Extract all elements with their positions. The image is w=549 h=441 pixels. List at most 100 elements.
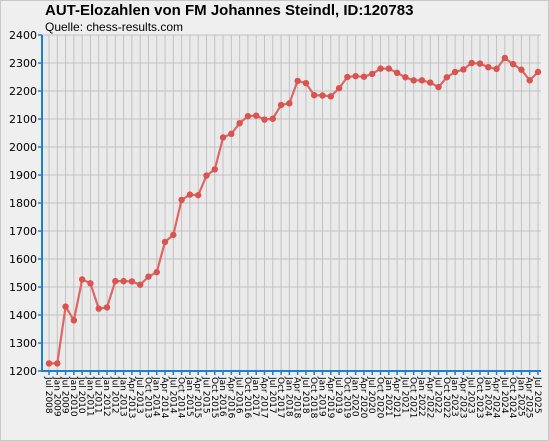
data-point <box>45 360 53 367</box>
data-point <box>493 65 500 73</box>
x-tick-label: Jul 2012 <box>109 376 119 414</box>
data-point <box>451 68 459 76</box>
x-tick-label: Oct 2023 <box>474 377 484 418</box>
x-tick-label: Jul 2024 <box>499 376 509 414</box>
x-tick-label: Jan 2011 <box>84 376 94 417</box>
data-point <box>485 63 492 71</box>
data-point <box>62 303 69 310</box>
x-tick-label: Jan 2024 <box>482 376 492 417</box>
data-point <box>509 60 517 68</box>
data-point <box>54 360 61 367</box>
x-tick-label: Jul 2011 <box>93 376 103 414</box>
x-tick-label: Jul 2022 <box>433 376 443 414</box>
y-tick-label: 2000 <box>9 141 37 154</box>
y-tick-label: 2100 <box>9 113 37 126</box>
x-tick-label: Jan 2023 <box>449 376 459 417</box>
data-point <box>460 66 467 73</box>
data-point <box>178 196 185 204</box>
y-tick-label: 2300 <box>9 57 37 70</box>
x-tick-label: Jan 2019 <box>317 376 327 417</box>
x-tick-label: Apr 2016 <box>225 377 235 419</box>
y-tick-label: 1600 <box>9 253 37 266</box>
x-tick-label: Apr 2024 <box>491 377 501 419</box>
data-point <box>153 268 160 276</box>
data-point <box>128 278 136 285</box>
data-point <box>335 85 343 92</box>
data-point <box>186 191 194 198</box>
data-point <box>393 69 401 77</box>
data-point <box>377 65 384 72</box>
data-point <box>360 73 368 80</box>
data-point <box>228 130 235 138</box>
data-point <box>402 74 409 81</box>
y-tick-label: 1900 <box>9 169 37 182</box>
y-tick-label: 1800 <box>9 197 37 210</box>
data-point <box>277 101 285 109</box>
y-tick-label: 1500 <box>9 281 37 294</box>
x-tick-label: Jan 2010 <box>68 376 78 417</box>
data-point <box>211 166 218 173</box>
x-tick-label: Oct 2017 <box>275 377 285 418</box>
data-point <box>170 231 177 239</box>
x-tick-label: Jul 2019 <box>333 376 343 414</box>
data-point <box>269 115 276 122</box>
y-tick-label: 1700 <box>9 225 37 238</box>
data-point <box>319 92 326 99</box>
data-point <box>145 273 152 280</box>
data-point <box>112 277 119 285</box>
data-point <box>501 54 509 62</box>
data-point <box>294 77 301 85</box>
x-tick-label: Apr 2019 <box>325 377 335 419</box>
x-tick-label: Oct 2024 <box>507 377 517 419</box>
data-point <box>410 77 417 84</box>
data-point <box>518 66 525 73</box>
x-tick-label: Jan 2016 <box>217 376 227 417</box>
x-tick-label: Jul 2014 <box>167 376 177 414</box>
x-tick-label: Jul 2016 <box>234 376 244 414</box>
x-tick-label: Jan 2025 <box>515 376 525 417</box>
data-point <box>87 280 94 287</box>
data-point <box>344 73 351 81</box>
data-point <box>70 317 78 324</box>
data-point <box>443 74 451 81</box>
x-tick-label: Jul 2015 <box>200 376 210 414</box>
x-tick-label: Jan 2013 <box>118 376 128 417</box>
x-tick-label: Jul 2023 <box>466 376 476 414</box>
data-point <box>103 304 111 311</box>
data-point <box>95 305 102 312</box>
x-tick-label: Jan 2009 <box>51 376 61 417</box>
data-point <box>476 60 484 67</box>
data-point <box>194 191 202 199</box>
data-point <box>352 72 359 80</box>
x-tick-label: Jul 2008 <box>43 376 53 414</box>
x-tick-label: Oct 2020 <box>375 377 385 419</box>
data-point <box>427 79 434 86</box>
data-point <box>219 134 227 141</box>
x-tick-label: Oct 2021 <box>408 377 418 418</box>
chart-title: AUT-Elozahlen von FM Johannes Steindl, I… <box>45 2 414 19</box>
data-point <box>161 238 169 246</box>
x-tick-label: Apr 2025 <box>524 377 534 418</box>
x-tick-label: Jul 2025 <box>532 376 542 414</box>
y-tick-label: 1300 <box>9 337 37 350</box>
x-tick-label: Apr 2018 <box>292 377 302 419</box>
x-tick-label: Jan 2012 <box>101 376 111 417</box>
x-tick-label: Jul 2021 <box>399 376 409 414</box>
data-point <box>385 65 393 72</box>
data-point <box>302 79 310 87</box>
data-point <box>435 83 442 91</box>
x-tick-label: Oct 2014 <box>176 377 186 419</box>
x-tick-label: Oct 2022 <box>441 377 451 418</box>
x-tick-label: Oct 2018 <box>308 377 318 419</box>
x-tick-label: Jul 2018 <box>300 376 310 414</box>
x-tick-label: Jul 2017 <box>267 376 277 414</box>
data-point <box>327 93 334 100</box>
x-tick-label: Jan 2017 <box>250 376 260 417</box>
data-point <box>203 172 210 179</box>
data-point <box>468 59 475 67</box>
data-point <box>236 120 243 127</box>
x-tick-label: Apr 2013 <box>126 377 136 418</box>
x-tick-label: Oct 2015 <box>209 377 219 418</box>
x-tick-label: Apr 2017 <box>258 377 268 418</box>
